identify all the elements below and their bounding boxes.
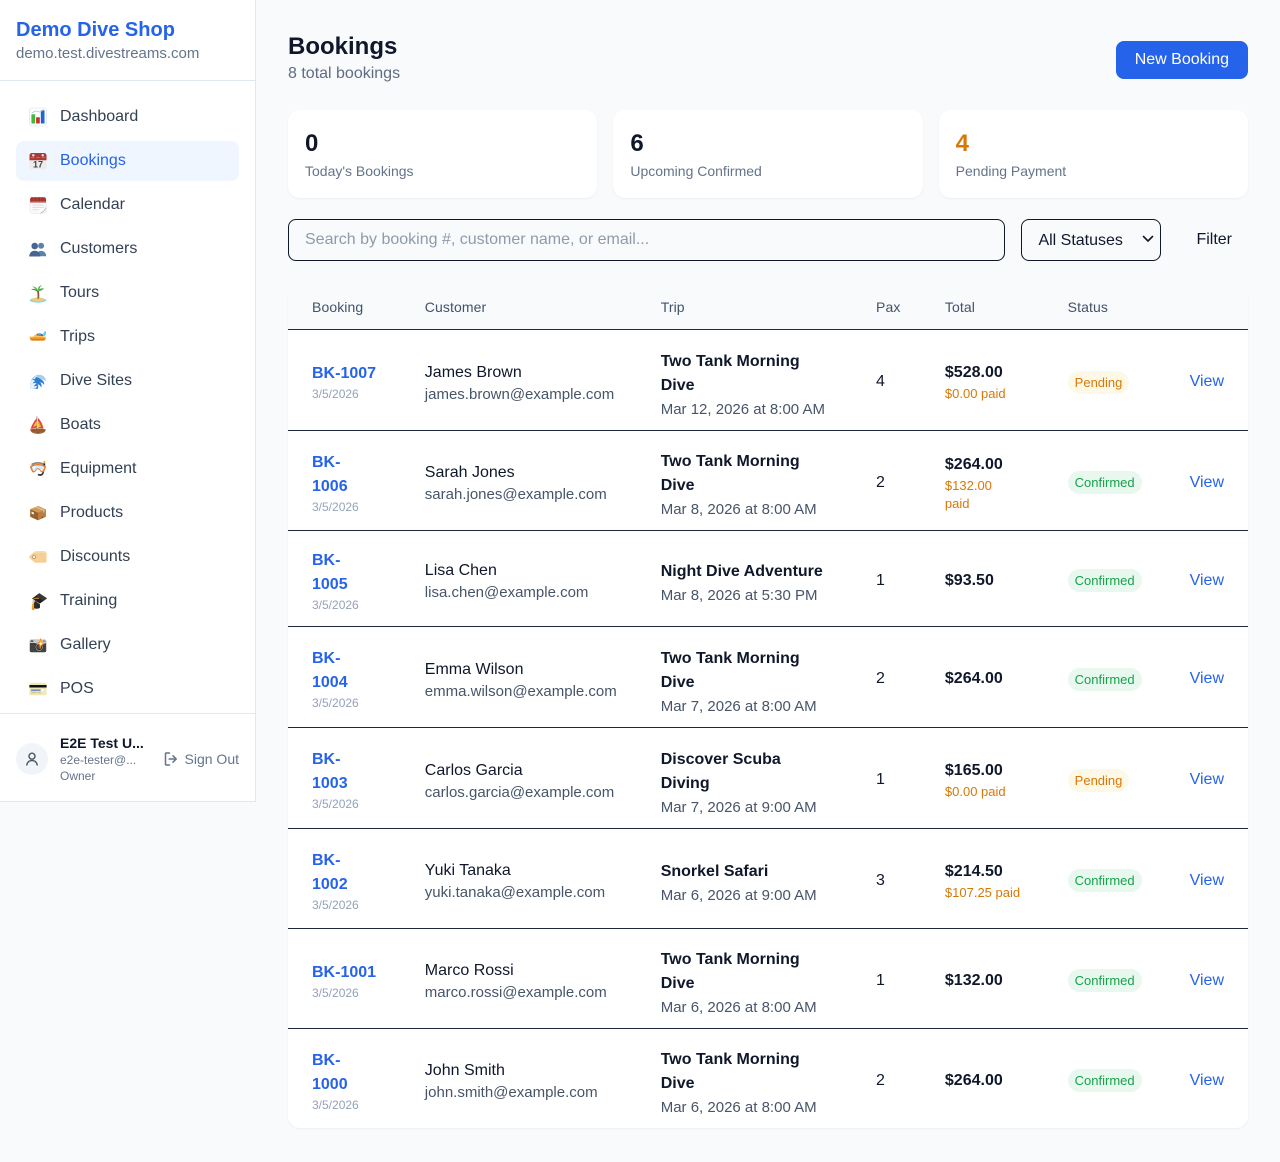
svg-text:17: 17 — [33, 159, 43, 169]
